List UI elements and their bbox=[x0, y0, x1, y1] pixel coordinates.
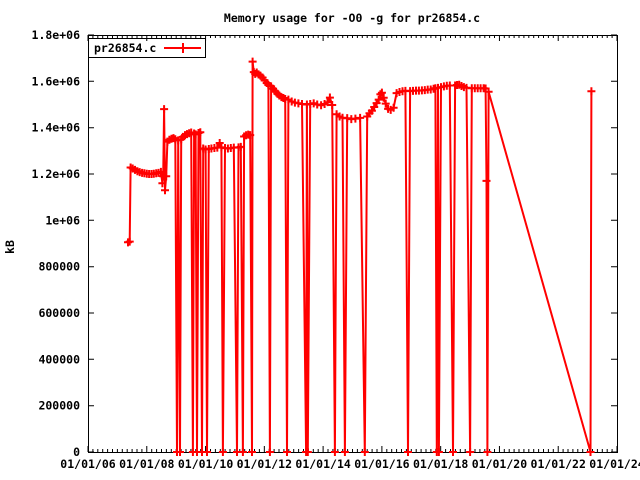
x-tick-labels: 01/01/06 01/01/08 01/01/10 01/01/12 01/01/14… bbox=[60, 457, 640, 471]
y-tick-label: 600000 bbox=[38, 306, 80, 320]
x-tick-label: 01/01/14 bbox=[295, 457, 350, 471]
data-series bbox=[124, 57, 596, 456]
x-tick-label: 01/01/08 bbox=[119, 457, 174, 471]
tick-marks bbox=[87, 34, 618, 453]
x-tick-label: 01/01/12 bbox=[237, 457, 292, 471]
legend-label: pr26854.c bbox=[94, 41, 156, 55]
y-tick-label: 1.2e+06 bbox=[32, 167, 81, 181]
y-tick-label: 400000 bbox=[38, 352, 80, 366]
x-tick-label: 01/01/18 bbox=[413, 457, 468, 471]
y-tick-label: 0 bbox=[73, 445, 80, 459]
x-tick-label: 01/01/16 bbox=[354, 457, 409, 471]
axis-ticks bbox=[87, 34, 618, 453]
x-tick-label: 01/01/06 bbox=[60, 457, 115, 471]
legend: pr26854.c bbox=[88, 38, 206, 58]
y-tick-label: 200000 bbox=[38, 399, 80, 413]
series-plus-markers bbox=[124, 57, 596, 456]
y-tick-label: 1.8e+06 bbox=[32, 28, 81, 42]
y-tick-label: 1.6e+06 bbox=[32, 74, 81, 88]
x-tick-label: 01/01/22 bbox=[531, 457, 586, 471]
y-tick-label: 1.4e+06 bbox=[32, 121, 81, 135]
x-tick-label: 01/01/20 bbox=[472, 457, 527, 471]
legend-box bbox=[88, 38, 206, 58]
y-tick-labels: 0 200000 400000 600000 800000 1e+06 1.2e+06 1.4… bbox=[32, 28, 81, 459]
y-axis-label: kB bbox=[3, 240, 17, 254]
legend-series-sample bbox=[164, 43, 201, 53]
x-tick-label: 01/01/10 bbox=[178, 457, 233, 471]
plot-border bbox=[88, 35, 618, 453]
x-tick-label: 01/01/24 bbox=[589, 457, 640, 471]
chart-title: Memory usage for -O0 -g for pr26854.c bbox=[224, 11, 480, 25]
y-tick-label: 1e+06 bbox=[45, 213, 80, 227]
y-tick-label: 800000 bbox=[38, 260, 80, 274]
